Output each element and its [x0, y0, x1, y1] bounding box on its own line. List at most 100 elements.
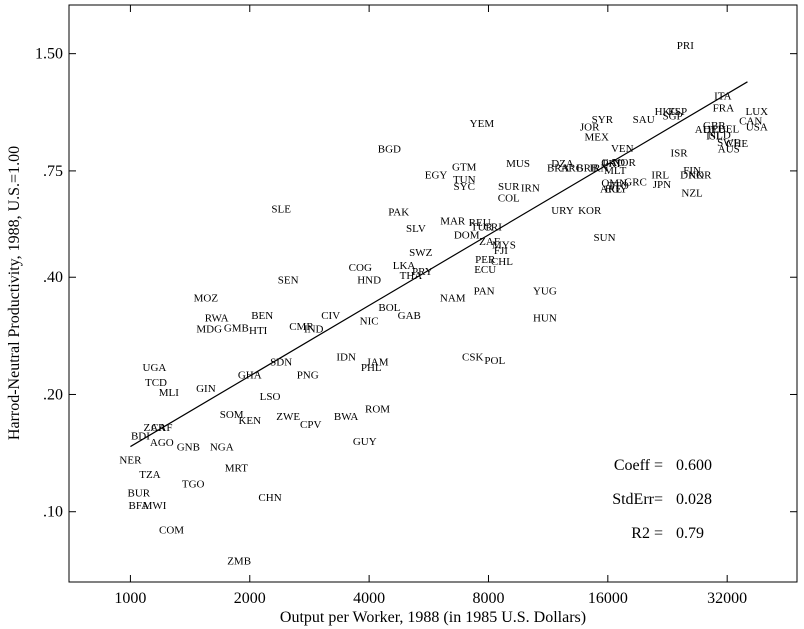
data-point-gab: GAB: [398, 310, 421, 322]
data-point-dom: DOM: [454, 229, 480, 241]
data-point-nic: NIC: [360, 315, 379, 327]
data-point-bfa: BFA: [129, 500, 150, 512]
data-point-nld: NLD: [708, 130, 731, 142]
data-point-hti: HTI: [249, 325, 268, 337]
data-point-tur: TUR: [471, 221, 494, 233]
data-point-sgp: SGP: [662, 111, 682, 123]
data-point-tto: TTO: [608, 180, 629, 192]
data-point-nzl: NZL: [681, 188, 703, 200]
x-tick-label: 32000: [707, 590, 747, 607]
y-tick-label: 1.50: [35, 46, 63, 63]
data-point-syc: SYC: [454, 181, 475, 193]
data-point-ecu: ECU: [474, 264, 496, 276]
data-point-mus: MUS: [506, 158, 530, 170]
data-point-brb: BRB: [576, 163, 598, 175]
data-point-som: SOM: [220, 409, 244, 421]
stat-value: 0.79: [676, 525, 704, 542]
data-point-pol: POL: [484, 355, 505, 367]
data-point-nam: NAM: [440, 292, 466, 304]
data-point-swe: SWE: [717, 137, 741, 149]
data-point-swz: SWZ: [409, 247, 433, 259]
data-point-bel: BEL: [718, 123, 739, 135]
data-point-zar: ZAR: [143, 422, 166, 434]
data-point-mwi: MWI: [143, 500, 167, 512]
data-point-mlt: MLT: [604, 165, 626, 177]
data-point-dza: DZA: [551, 158, 574, 170]
data-point-mar: MAR: [440, 215, 466, 227]
data-point-idn: IDN: [336, 352, 356, 364]
data-point-egy: EGY: [425, 169, 448, 181]
data-point-ken: KEN: [238, 415, 261, 427]
data-point-lka: LKA: [393, 260, 416, 272]
data-point-reu: REU: [469, 217, 491, 229]
data-point-syr: SYR: [592, 114, 614, 126]
data-point-slv: SLV: [406, 223, 426, 235]
data-point-ven: VEN: [611, 143, 634, 155]
regression-line: [130, 81, 748, 448]
data-point-dnk: DNK: [680, 169, 704, 181]
data-point-sur: SUR: [498, 181, 520, 193]
data-point-chn: CHN: [258, 492, 281, 504]
data-point-csk: CSK: [462, 352, 483, 364]
data-point-sle: SLE: [271, 204, 291, 216]
y-axis-title: Harrod-Neutral Productivity, 1988, U.S.=…: [6, 146, 23, 440]
data-point-lux: LUX: [745, 106, 768, 118]
plot-area: 1000 2000 4000 8000 16000 32000 .10 .20 .40 .75 1…: [35, 4, 798, 607]
data-point-yug: YUG: [533, 285, 557, 297]
y-tick-label: .75: [43, 163, 63, 180]
regression-stats: Coeff = 0.600 StdErr= 0.028 R2 = 0.79: [612, 457, 712, 542]
data-point-tgo: TGO: [182, 479, 205, 491]
data-point-ben: BEN: [251, 310, 273, 322]
data-point-rom: ROM: [365, 404, 390, 416]
data-point-jpn: JPN: [653, 179, 671, 191]
data-point-guy: GUY: [353, 436, 377, 448]
x-tick-label: 1000: [114, 590, 146, 607]
data-point-che: CHE: [726, 138, 748, 150]
data-point-fra: FRA: [713, 103, 734, 115]
data-point-ind: IND: [304, 324, 324, 336]
data-point-pan: PAN: [474, 285, 495, 297]
data-point-com: COM: [159, 525, 184, 537]
data-point-zaf: ZAF: [479, 236, 500, 248]
data-point-cpv: CPV: [300, 419, 321, 431]
data-point-bwa: BWA: [334, 411, 359, 423]
data-point-gtm: GTM: [452, 161, 477, 173]
data-point-jam: JAM: [367, 357, 389, 369]
data-point-zmb: ZMB: [227, 555, 251, 567]
data-point-hun: HUN: [533, 313, 557, 325]
data-point-tha: THA: [400, 270, 423, 282]
x-axis-title: Output per Worker, 1988 (in 1985 U.S. Do…: [280, 609, 586, 626]
data-point-gha: GHA: [238, 370, 262, 382]
y-axis: .10 .20 .40 .75 1.50: [35, 46, 797, 521]
stat-name: Coeff =: [614, 457, 663, 474]
data-point-zwe: ZWE: [276, 411, 300, 423]
data-point-fji: FJI: [494, 245, 508, 257]
data-point-jor: JOR: [580, 122, 600, 134]
data-point-ago: AGO: [150, 437, 174, 449]
data-point-mrt: MRT: [225, 462, 248, 474]
data-point-cmr: CMR: [289, 321, 314, 333]
stat-name: StdErr=: [612, 491, 663, 508]
x-tick-label: 8000: [472, 590, 504, 607]
data-point-ita: ITA: [714, 91, 732, 103]
y-tick-label: .20: [43, 386, 63, 403]
data-point-sau: SAU: [633, 114, 655, 126]
data-point-mli: MLI: [159, 387, 180, 399]
data-point-yem: YEM: [470, 118, 495, 130]
data-point-civ: CIV: [321, 310, 340, 322]
data-point-hnd: HND: [357, 274, 381, 286]
data-point-sun: SUN: [594, 232, 616, 244]
data-point-bur: BUR: [128, 488, 151, 500]
data-point-gmb: GMB: [224, 323, 249, 335]
data-point-prt: PRT: [602, 158, 622, 170]
data-point-bol: BOL: [378, 302, 400, 314]
plot-frame: [68, 4, 798, 583]
data-point-pry: PRY: [412, 266, 433, 278]
data-point-irl: IRL: [651, 169, 669, 181]
data-point-kor: KOR: [688, 169, 712, 181]
data-point-chl: CHL: [491, 256, 513, 268]
data-point-uga: UGA: [143, 362, 167, 374]
data-point-moz: MOZ: [194, 292, 219, 304]
